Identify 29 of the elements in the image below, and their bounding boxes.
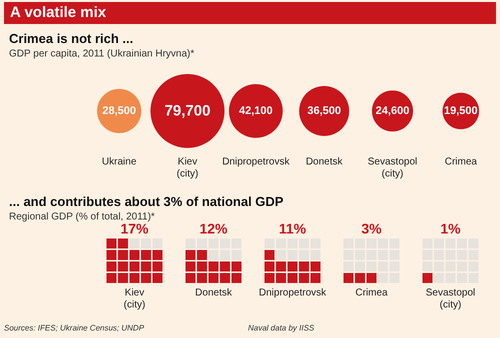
data-label: 3% (361, 220, 382, 236)
data-label: 79,700 (164, 102, 210, 120)
category-label: Crimea (444, 156, 478, 168)
data-label: 1% (440, 220, 462, 236)
category-label: Donetsk (195, 288, 233, 298)
text: Regional GDP (% of total, 2011)* (9, 212, 155, 222)
data-label: 36,500 (307, 105, 341, 117)
text: A volatile mix (4, 2, 496, 23)
text: GDP per capita, 2011 (Ukrainian Hryvna)* (9, 48, 194, 60)
data-label: 17% (120, 220, 150, 236)
data-label: 42,100 (239, 105, 273, 117)
data-label: 12% (199, 220, 228, 236)
category-label: Dnipropetrovsk (258, 288, 328, 298)
category-label: Sevastopol (city) (368, 156, 418, 180)
text: Crimea is not rich ... (9, 31, 134, 46)
source-note: Sources: IFES; Ukraine Census; UNDP (4, 324, 145, 332)
category-label: Sevastopol (city) (426, 288, 476, 310)
text: Naval data by IISS (248, 324, 315, 332)
text: ... and contributes about 3% of national GDP (9, 194, 284, 209)
data-label: 28,500 (102, 105, 136, 117)
data-label: 24,600 (376, 105, 410, 117)
category-label: Donetsk (306, 156, 344, 168)
category-label: Kiev (city) (176, 156, 198, 180)
category-label: Ukraine (102, 156, 137, 168)
data-label: 19,500 (444, 105, 478, 117)
category-label: Crimea (355, 288, 388, 298)
category-label: Dnipropetrovsk (222, 156, 290, 168)
category-label: Kiev (city) (124, 288, 146, 310)
data-label: 11% (278, 220, 307, 236)
